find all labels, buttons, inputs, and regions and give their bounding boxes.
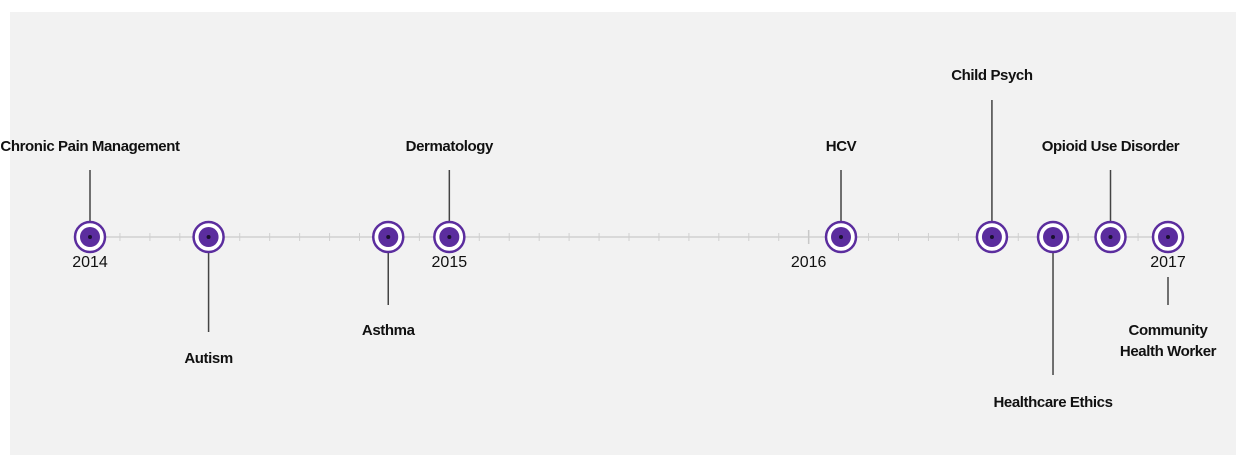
event-label: Opioid Use Disorder bbox=[1041, 138, 1180, 155]
event-label: Child Psych bbox=[951, 67, 1033, 84]
event-dot bbox=[1166, 235, 1170, 239]
event-dot bbox=[386, 235, 391, 239]
x-tick-label: 2017 bbox=[1150, 254, 1186, 271]
event-dot bbox=[206, 235, 211, 239]
event-dot bbox=[989, 235, 994, 239]
event-dot bbox=[447, 235, 452, 239]
event-label: Asthma bbox=[361, 322, 415, 339]
event-label: Healthcare Ethics bbox=[993, 394, 1113, 411]
event-dot bbox=[88, 235, 92, 239]
x-tick-label: 2016 bbox=[790, 254, 827, 271]
event-label: Chronic Pain Management bbox=[0, 138, 180, 155]
event-label: Dermatology bbox=[405, 138, 494, 155]
x-tick-label: 2014 bbox=[72, 254, 108, 271]
event-dot bbox=[1108, 235, 1113, 239]
event-label: Community Health Worker bbox=[1119, 322, 1217, 360]
event-dot bbox=[839, 235, 844, 239]
event-dot bbox=[1051, 235, 1056, 239]
event-label: HCV bbox=[825, 138, 857, 155]
event-label: Autism bbox=[184, 350, 233, 367]
x-tick-label: 2015 bbox=[431, 254, 468, 271]
